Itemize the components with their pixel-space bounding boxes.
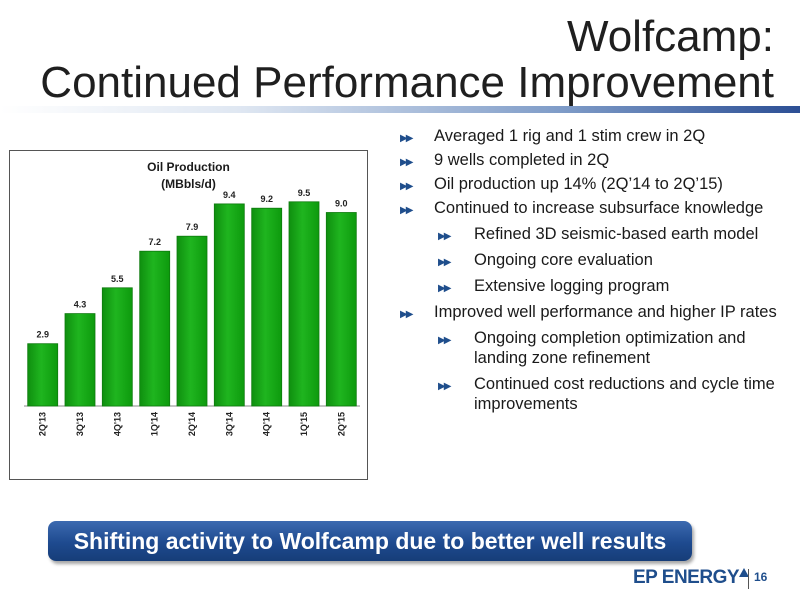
bullet-item: ▶▶ Averaged 1 rig and 1 stim crew in 2Q	[398, 126, 778, 146]
double-arrow-bullet-icon: ▶▶	[400, 205, 413, 216]
data-label: 9.2	[260, 194, 273, 204]
chart-title-text: Oil Production	[147, 160, 230, 174]
double-arrow-bullet-icon: ▶▶	[438, 283, 451, 294]
data-label: 2.9	[36, 330, 49, 340]
bullet-text: 9 wells completed in 2Q	[434, 151, 610, 169]
sub-bullet-item: ▶▶ Continued cost reductions and cycle ti…	[398, 374, 778, 414]
slide-title-line-2: Continued Performance Improvement	[40, 58, 774, 107]
x-tick-label: 3Q'14	[224, 412, 234, 436]
sub-bullet-item: ▶▶ Refined 3D seismic-based earth model	[398, 224, 778, 244]
double-arrow-bullet-icon: ▶▶	[438, 335, 451, 346]
data-label: 9.5	[298, 188, 311, 198]
data-label: 5.5	[111, 274, 124, 284]
x-tick-label: 4Q'14	[262, 412, 272, 436]
bullet-text: Continued to increase subsurface knowled…	[434, 199, 764, 217]
bullet-text: Ongoing completion optimization and land…	[474, 329, 746, 367]
x-tick-label: 3Q'13	[75, 412, 85, 436]
double-arrow-bullet-icon: ▶▶	[400, 133, 413, 144]
bar-2Q'15	[325, 212, 357, 407]
bar-1Q'14	[139, 250, 171, 407]
bar-4Q'14	[251, 207, 283, 407]
x-tick-label: 2Q'15	[336, 412, 346, 436]
highlight-banner: Shifting activity to Wolfcamp due to bet…	[48, 521, 692, 561]
x-tick-label: 1Q'15	[299, 412, 309, 436]
x-tick-label: 2Q'13	[38, 412, 48, 436]
sub-bullet-item: ▶▶ Extensive logging program	[398, 276, 778, 296]
double-arrow-bullet-icon: ▶▶	[438, 381, 451, 392]
bullet-text: Improved well performance and higher IP …	[434, 303, 777, 321]
bar-3Q'14	[213, 203, 245, 407]
flame-icon	[739, 568, 749, 577]
x-tick-label: 1Q'14	[150, 412, 160, 436]
double-arrow-bullet-icon: ▶▶	[400, 181, 413, 192]
slide-title-line-1: Wolfcamp:	[566, 12, 774, 61]
bullet-text: Extensive logging program	[474, 277, 670, 295]
bar-1Q'15	[288, 201, 320, 407]
double-arrow-bullet-icon: ▶▶	[400, 157, 413, 168]
bar-3Q'13	[64, 313, 96, 407]
oil-production-chart: Oil Production (MBbls/d) 2.9 2Q'13 4.3 3Q'1…	[9, 150, 368, 480]
bullet-item: ▶▶ Oil production up 14% (2Q’14 to 2Q’15)	[398, 174, 778, 194]
title-underline	[0, 106, 800, 113]
data-label: 4.3	[74, 300, 87, 310]
bullet-item: ▶▶ Continued to increase subsurface knowl…	[398, 198, 778, 218]
bullet-item: ▶▶ Improved well performance and higher I…	[398, 302, 778, 322]
bullet-text: Ongoing core evaluation	[474, 251, 653, 269]
sub-bullet-item: ▶▶ Ongoing completion optimization and la…	[398, 328, 778, 368]
double-arrow-bullet-icon: ▶▶	[400, 309, 413, 320]
double-arrow-bullet-icon: ▶▶	[438, 231, 451, 242]
data-label: 9.0	[335, 199, 348, 209]
chart-plot: 2.9 2Q'13 4.3 3Q'13 5.5 4Q'13 7.2 1Q'14 7.9 2Q'14…	[24, 188, 360, 436]
double-arrow-bullet-icon: ▶▶	[438, 257, 451, 268]
bullet-text: Continued cost reductions and cycle time…	[474, 375, 775, 413]
ep-energy-logo: EP ENERGY	[633, 567, 740, 588]
footer-divider	[748, 569, 749, 589]
data-label: 7.9	[186, 222, 199, 232]
bullet-item: ▶▶ 9 wells completed in 2Q	[398, 150, 778, 170]
x-tick-label: 2Q'14	[187, 412, 197, 436]
sub-bullet-item: ▶▶ Ongoing core evaluation	[398, 250, 778, 270]
data-label: 9.4	[223, 190, 236, 200]
data-label: 7.2	[148, 237, 161, 247]
bullet-text: Averaged 1 rig and 1 stim crew in 2Q	[434, 127, 706, 145]
bullet-text: Refined 3D seismic-based earth model	[474, 225, 759, 243]
x-tick-label: 4Q'13	[112, 412, 122, 436]
page-number: 16	[754, 570, 768, 584]
bar-4Q'13	[101, 287, 133, 407]
chart-title: Oil Production (MBbls/d)	[10, 159, 367, 193]
slide-title: Wolfcamp: Continued Performance Improvem…	[40, 14, 774, 106]
bullet-text: Oil production up 14% (2Q’14 to 2Q’15)	[434, 175, 723, 193]
chart-subtitle-text: (MBbls/d)	[161, 177, 216, 191]
bar-2Q'14	[176, 235, 208, 407]
bar-2Q'13	[27, 343, 59, 407]
bullet-list: ▶▶ Averaged 1 rig and 1 stim crew in 2Q ▶▶…	[398, 126, 778, 420]
